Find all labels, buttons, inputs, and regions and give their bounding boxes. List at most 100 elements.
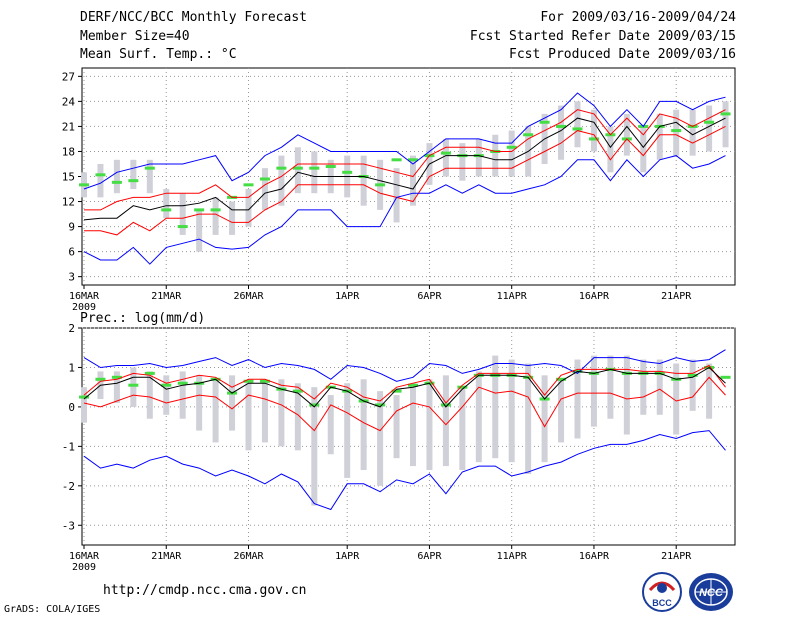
prec-clim-bar (179, 371, 186, 419)
temp-clim-bar (196, 209, 203, 252)
temp-clim-mean-mark (144, 166, 155, 170)
member-size-label: Member Size=40 (80, 29, 190, 44)
temp-series-upper (84, 109, 726, 211)
prec-clim-bar (327, 395, 334, 455)
temp-clim-mean-mark (111, 180, 122, 184)
prec-clim-bar (623, 355, 630, 435)
prec-clim-bar (656, 359, 663, 415)
temp-clim-bar (130, 159, 137, 190)
prec-clim-mean-mark (391, 389, 402, 393)
prec-clim-bar (508, 359, 515, 463)
prec-year-label: 2009 (72, 562, 96, 573)
source-url[interactable]: http://cmdp.ncc.cma.gov.cn (103, 583, 307, 598)
prec-clim-bar (360, 379, 367, 471)
temp-clim-bar (294, 147, 301, 194)
prec-clim-bar (377, 391, 384, 486)
temp-year-label: 2009 (72, 302, 96, 313)
temp-series-lower (84, 125, 726, 236)
temp-clim-mean-mark (588, 137, 599, 141)
temp-clim-bar (113, 159, 120, 194)
prec-clim-bar (146, 371, 153, 419)
temp-clim-bar (475, 138, 482, 177)
temp-y-tick-label: 9 (68, 221, 75, 234)
temp-clim-mean-mark (309, 166, 320, 170)
temp-clim-bar (442, 138, 449, 177)
temp-clim-bar (492, 134, 499, 177)
temp-clim-mean-mark (177, 225, 188, 229)
temp-clim-mean-mark (276, 166, 287, 170)
temp-clim-mean-mark (408, 158, 418, 162)
temp-clim-bar (393, 168, 400, 223)
prec-clim-bar (229, 375, 236, 431)
forecast-produced-date: Fcst Produced Date 2009/03/16 (509, 47, 736, 62)
prec-clim-bar (574, 359, 581, 439)
temp-x-tick-label: 26MAR (233, 291, 264, 302)
temp-clim-bar (146, 159, 153, 194)
temp-clim-mean-mark (342, 170, 353, 174)
prec-series-lower (83, 376, 726, 432)
prec-y-tick-label: -3 (62, 519, 75, 532)
prec-panel-title: Prec.: log(mm/d) (80, 311, 205, 326)
prec-clim-mean-mark (95, 377, 106, 381)
prec-clim-mean-mark (309, 403, 320, 407)
temp-clim-bar (410, 155, 416, 206)
prec-clim-bar (590, 355, 597, 427)
prec-clim-bar (311, 387, 318, 506)
temp-clim-bar (245, 189, 252, 227)
temp-clim-bar (673, 109, 680, 156)
temp-series-min (83, 155, 726, 265)
temp-clim-mean-mark (243, 183, 254, 187)
prec-clim-bar (130, 367, 137, 407)
temp-clim-bar (212, 197, 219, 235)
prec-clim-mean-mark (556, 377, 567, 381)
temp-clim-bar (508, 130, 515, 177)
temp-clim-mean-mark (161, 208, 172, 212)
prec-clim-bar (442, 375, 449, 467)
temp-x-tick-label: 11APR (497, 291, 528, 302)
temp-clim-mean-mark (391, 158, 402, 162)
prec-clim-bar (344, 383, 351, 478)
prec-clim-bar (113, 371, 120, 403)
prec-clim-bar (212, 379, 219, 443)
prec-clim-bar (475, 371, 482, 463)
prec-y-tick-label: 1 (68, 361, 75, 374)
prec-clim-mean-mark (292, 389, 303, 393)
prec-plot-frame (81, 327, 736, 546)
prec-clim-mean-mark (128, 383, 139, 387)
temp-clim-mean-mark (128, 179, 139, 183)
prec-clim-bar (558, 379, 565, 443)
temp-clim-bar (656, 113, 663, 160)
temp-clim-bar (706, 105, 713, 152)
prec-series-upper (83, 364, 726, 404)
temp-y-tick-label: 6 (68, 246, 75, 259)
temp-y-tick-label: 27 (62, 70, 75, 83)
prec-clim-bar (459, 387, 466, 471)
prec-clim-bar (278, 379, 285, 447)
prec-clim-mean-mark (144, 371, 155, 375)
temp-clim-bar (179, 193, 186, 235)
temp-clim-mean-mark (539, 120, 550, 124)
prec-clim-bar (607, 355, 614, 419)
temp-clim-mean-mark (194, 208, 205, 212)
temp-y-tick-label: 15 (62, 171, 75, 184)
temp-clim-bar (574, 101, 581, 148)
temp-clim-bar (607, 126, 614, 173)
temp-clim-mean-mark (259, 177, 270, 181)
bcc-logo-text: BCC (652, 598, 672, 608)
prec-clim-bar (294, 383, 301, 451)
temp-x-tick-label: 16APR (579, 291, 610, 302)
temp-clim-bar (97, 163, 104, 198)
prec-clim-bar (673, 363, 680, 435)
temp-clim-mean-mark (440, 151, 451, 155)
temp-series-mean (83, 117, 726, 221)
prec-clim-bar (245, 383, 252, 451)
prec-x-tick-label: 26MAR (233, 551, 264, 562)
temp-clim-mean-mark (671, 129, 682, 133)
prec-clim-mean-mark (243, 379, 254, 383)
variable-label: Mean Surf. Temp.: °C (80, 47, 237, 62)
prec-y-tick-label: 2 (68, 322, 75, 335)
temp-clim-mean-mark (506, 145, 517, 149)
prec-x-tick-label: 16APR (579, 551, 610, 562)
prec-clim-mean-mark (177, 381, 188, 385)
